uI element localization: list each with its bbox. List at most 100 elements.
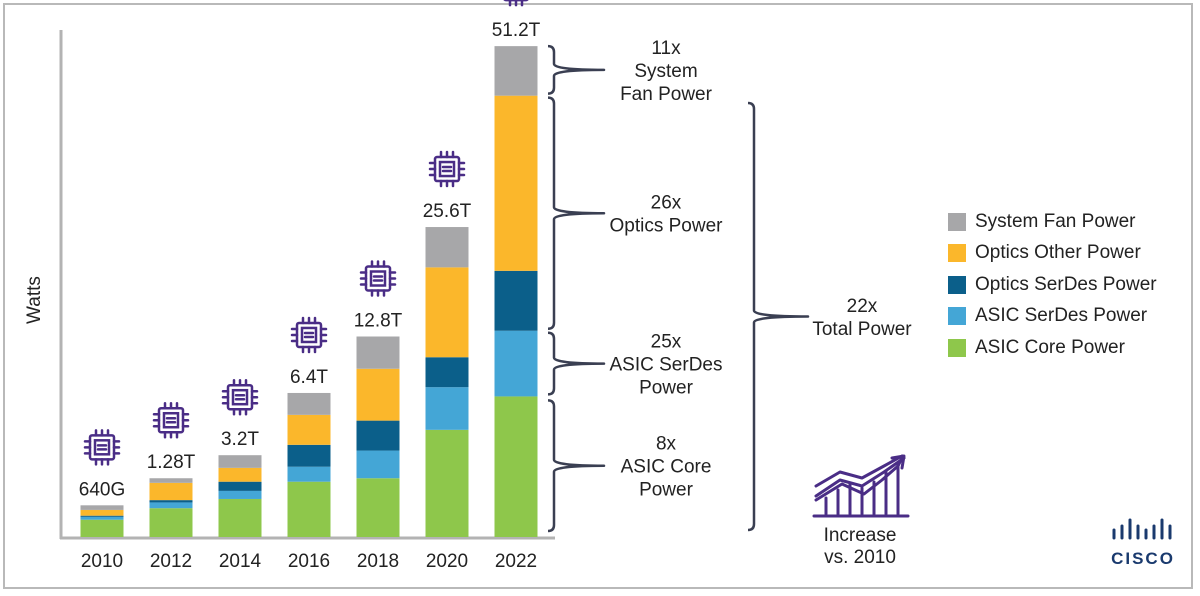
bar-segment bbox=[356, 450, 400, 479]
legend-item: ASIC SerDes Power bbox=[948, 301, 1157, 333]
bandwidth-label: 25.6T bbox=[423, 201, 472, 222]
annotation-label: 11x bbox=[651, 38, 681, 59]
legend-swatch bbox=[948, 307, 966, 326]
x-tick-label: 2020 bbox=[426, 551, 468, 572]
bar-segment bbox=[494, 95, 538, 271]
bar-segment bbox=[494, 396, 538, 537]
bandwidth-label: 12.8T bbox=[354, 311, 403, 332]
legend-swatch bbox=[948, 244, 966, 263]
legend-item: Optics SerDes Power bbox=[948, 269, 1157, 301]
brace-connector bbox=[547, 96, 606, 330]
annotation-label: 25x bbox=[651, 332, 682, 353]
annotation-label: 22x bbox=[847, 296, 878, 317]
brace-connector bbox=[747, 101, 810, 532]
increase-caption-line2: vs. 2010 bbox=[824, 547, 896, 568]
bar-segment bbox=[356, 420, 400, 451]
bar-segment bbox=[149, 500, 193, 503]
x-tick-label: 2014 bbox=[219, 551, 262, 572]
increase-caption: Increase vs. 2010 bbox=[800, 525, 920, 569]
bar-segment bbox=[80, 516, 124, 520]
chip-icon bbox=[83, 429, 121, 466]
legend-label: Optics SerDes Power bbox=[975, 273, 1157, 295]
bar-segment bbox=[287, 466, 331, 482]
bar-segment bbox=[425, 267, 469, 358]
chip-icon bbox=[428, 150, 466, 188]
annotation-label: 8x bbox=[656, 434, 677, 455]
brace-connector bbox=[547, 399, 606, 533]
x-tick-label: 2018 bbox=[357, 551, 399, 572]
annotation-label: Power bbox=[639, 480, 694, 501]
annotation-label: Fan Power bbox=[620, 84, 713, 105]
bar-segment bbox=[356, 336, 400, 369]
bar-segment bbox=[218, 490, 262, 499]
x-tick-label: 2010 bbox=[81, 551, 123, 572]
annotation-label: 26x bbox=[651, 193, 682, 214]
bar-segment bbox=[218, 498, 262, 537]
bars-group bbox=[80, 46, 538, 537]
bar-segment bbox=[425, 227, 469, 268]
bar-segment bbox=[494, 330, 538, 397]
bar-segment bbox=[218, 481, 262, 491]
y-axis-label: Watts bbox=[24, 276, 45, 324]
bar-segment bbox=[425, 387, 469, 430]
annotation-label: ASIC SerDes bbox=[610, 355, 723, 376]
legend-swatch bbox=[948, 275, 966, 294]
bar-segment bbox=[494, 270, 538, 331]
legend-label: ASIC SerDes Power bbox=[975, 305, 1148, 327]
bar-segment bbox=[287, 444, 331, 467]
figure-frame bbox=[3, 3, 1193, 589]
chip-icon bbox=[359, 260, 397, 297]
bar-segment bbox=[80, 509, 124, 516]
brace-connector bbox=[547, 44, 606, 95]
bar-segment bbox=[149, 482, 193, 501]
bandwidth-label: 3.2T bbox=[221, 429, 259, 450]
annotation-label: System bbox=[634, 61, 697, 82]
legend: System Fan Power Optics Other Power Opti… bbox=[948, 206, 1157, 364]
bar-segment bbox=[80, 519, 124, 537]
cisco-wordmark: CISCO bbox=[1111, 549, 1175, 568]
bar-segment bbox=[287, 414, 331, 445]
x-tick-label: 2022 bbox=[495, 551, 537, 572]
labels-group: 2010 640G 2012 1.28T 2014 3.2T 2016 6.4T 2018 12.… bbox=[79, 20, 541, 572]
x-tick-label: 2012 bbox=[150, 551, 192, 572]
annotation-label: Power bbox=[639, 378, 694, 399]
legend-item: System Fan Power bbox=[948, 206, 1157, 238]
legend-item: Optics Other Power bbox=[948, 238, 1157, 270]
rising-trend-chart-icon bbox=[812, 454, 910, 518]
legend-label: ASIC Core Power bbox=[975, 336, 1125, 358]
legend-swatch bbox=[948, 338, 966, 357]
bar-segment bbox=[494, 46, 538, 96]
chip-icon bbox=[152, 401, 190, 439]
chip-icons-group bbox=[83, 0, 529, 466]
annotation-label: Optics Power bbox=[610, 216, 724, 237]
legend-label: System Fan Power bbox=[975, 210, 1136, 232]
bandwidth-label: 51.2T bbox=[492, 20, 541, 41]
legend-label: Optics Other Power bbox=[975, 242, 1141, 264]
bar-segment bbox=[425, 357, 469, 388]
bar-segment bbox=[80, 505, 124, 510]
bar-segment bbox=[287, 481, 331, 537]
bar-segment bbox=[149, 502, 193, 509]
bandwidth-label: 6.4T bbox=[290, 367, 328, 388]
bar-segment bbox=[149, 478, 193, 483]
bar-segment bbox=[287, 392, 331, 415]
legend-swatch bbox=[948, 212, 966, 231]
bar-segment bbox=[218, 467, 262, 482]
increase-caption-line1: Increase bbox=[823, 525, 897, 546]
chip-icon bbox=[221, 378, 259, 416]
bar-segment bbox=[356, 478, 400, 537]
chip-icon bbox=[290, 316, 328, 354]
bar-segment bbox=[80, 515, 124, 517]
annotation-label: Total Power bbox=[812, 319, 912, 340]
bar-segment bbox=[218, 455, 262, 468]
annotation-label: ASIC Core bbox=[621, 457, 712, 478]
bar-segment bbox=[356, 368, 400, 421]
bar-segment bbox=[425, 429, 469, 537]
bandwidth-label: 1.28T bbox=[147, 452, 196, 473]
x-tick-label: 2016 bbox=[288, 551, 330, 572]
brace-connector bbox=[547, 331, 606, 396]
bandwidth-label: 640G bbox=[79, 479, 125, 500]
bar-segment bbox=[149, 508, 193, 537]
